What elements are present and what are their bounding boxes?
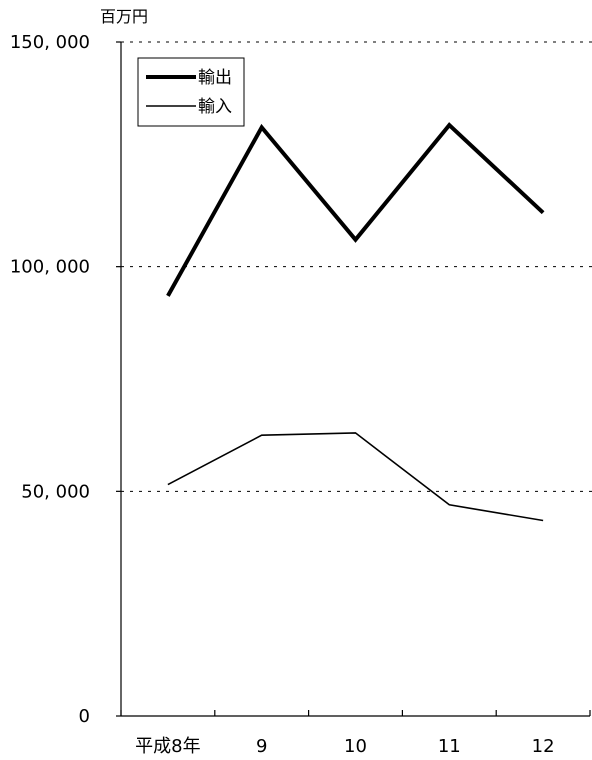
- x-tick-label: 11: [438, 736, 461, 757]
- legend-box: [137, 57, 245, 127]
- y-tick-label: 150, 000: [10, 32, 90, 53]
- legend-label-import: 輸入: [198, 97, 232, 117]
- legend: 輸出 輸入: [137, 57, 245, 127]
- x-tick-label: 平成8年: [135, 736, 200, 757]
- y-tick-label: 100, 000: [10, 257, 90, 278]
- y-tick-label: 50, 000: [21, 481, 90, 502]
- legend-label-export: 輸出: [198, 68, 232, 88]
- x-tick-label: 12: [532, 736, 555, 757]
- y-tick-label: 0: [79, 706, 90, 727]
- series-line-export: [166, 122, 545, 297]
- axes: 0 50, 000 100, 000 150, 000 平成8年 9 10 11 12: [10, 32, 591, 757]
- x-tick-label: 9: [256, 736, 267, 757]
- series-line-import: [167, 432, 544, 522]
- x-tick-label: 10: [344, 736, 367, 757]
- y-axis-unit-label: 百万円: [100, 7, 148, 26]
- grid-lines: [121, 41, 592, 492]
- series-lines: [166, 122, 545, 522]
